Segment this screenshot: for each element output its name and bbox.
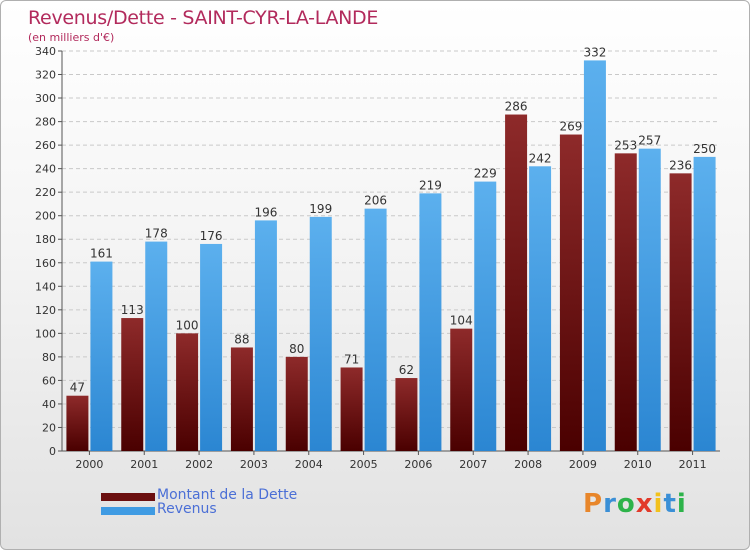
y-tick-label: 340 (35, 45, 56, 58)
data-label-revenus: 196 (254, 205, 277, 219)
data-label-revenus: 250 (693, 142, 716, 156)
y-tick-label: 320 (35, 69, 56, 82)
bar-revenus (474, 181, 497, 451)
bar-revenus (364, 208, 387, 451)
data-label-revenus: 242 (529, 151, 552, 165)
chart-subtitle: (en milliers d'€) (28, 31, 115, 44)
x-tick-label: 2009 (569, 458, 597, 471)
x-tick-label: 2006 (404, 458, 432, 471)
y-tick-label: 0 (49, 445, 56, 458)
data-label-revenus: 161 (90, 247, 113, 261)
data-label-revenus: 332 (583, 45, 606, 59)
x-tick-label: 2005 (350, 458, 378, 471)
bar-dette (66, 395, 89, 451)
bar-dette (121, 318, 144, 451)
y-tick-label: 300 (35, 92, 56, 105)
data-label-dette: 88 (234, 332, 249, 346)
bar-dette (285, 356, 308, 451)
legend-label-revenus: Revenus (157, 501, 217, 517)
y-tick-label: 240 (35, 163, 56, 176)
x-tick-label: 2000 (75, 458, 103, 471)
bar-revenus (90, 261, 113, 451)
proxiti-logo: Proxiti (583, 489, 687, 519)
data-label-dette: 71 (344, 352, 359, 366)
y-tick-label: 140 (35, 280, 56, 293)
y-tick-label: 260 (35, 139, 56, 152)
y-tick-label: 20 (42, 421, 56, 434)
bar-revenus (254, 220, 277, 451)
x-tick-label: 2001 (130, 458, 158, 471)
data-label-revenus: 199 (309, 202, 332, 216)
data-label-dette: 47 (70, 381, 85, 395)
bar-dette (505, 114, 528, 451)
data-label-revenus: 176 (200, 229, 223, 243)
bar-revenus (529, 166, 552, 451)
logo-letter: x (635, 489, 654, 519)
legend-swatch-revenus (101, 507, 155, 515)
bar-dette (614, 153, 637, 451)
logo-letter: P (583, 489, 604, 519)
data-label-revenus: 257 (638, 134, 661, 148)
data-label-dette: 104 (450, 314, 473, 328)
data-label-revenus: 206 (364, 194, 387, 208)
bar-revenus (309, 216, 332, 451)
x-tick-label: 2008 (514, 458, 542, 471)
data-label-dette: 62 (399, 363, 414, 377)
logo-letter: i (676, 489, 687, 519)
x-tick-label: 2003 (240, 458, 268, 471)
y-tick-label: 80 (42, 351, 56, 364)
data-label-dette: 286 (505, 100, 528, 114)
bar-dette (176, 333, 199, 451)
bar-revenus (693, 156, 716, 451)
data-label-dette: 269 (559, 120, 582, 134)
bar-revenus (145, 241, 168, 451)
logo-letter: o (616, 489, 636, 519)
x-tick-label: 2002 (185, 458, 213, 471)
data-label-revenus: 219 (419, 178, 442, 192)
legend-label-dette: Montant de la Dette (157, 487, 298, 503)
bar-dette (340, 367, 363, 451)
legend-swatch-dette (101, 493, 155, 501)
x-tick-label: 2010 (624, 458, 652, 471)
bar-revenus (419, 193, 442, 451)
x-tick-label: 2004 (295, 458, 323, 471)
y-tick-label: 180 (35, 233, 56, 246)
x-tick-label: 2007 (459, 458, 487, 471)
logo-letter: r (603, 489, 617, 519)
data-label-dette: 236 (669, 158, 692, 172)
bar-revenus (200, 243, 223, 451)
bar-dette (230, 347, 253, 451)
data-label-dette: 253 (614, 138, 637, 152)
y-tick-label: 160 (35, 257, 56, 270)
data-label-dette: 113 (121, 303, 144, 317)
bar-dette (450, 328, 473, 451)
y-tick-label: 200 (35, 210, 56, 223)
x-tick-label: 2011 (679, 458, 707, 471)
data-label-revenus: 178 (145, 227, 168, 241)
y-tick-label: 60 (42, 374, 56, 387)
y-tick-label: 40 (42, 398, 56, 411)
bar-dette (559, 134, 582, 451)
logo-letter: t (663, 489, 677, 519)
y-tick-label: 220 (35, 186, 56, 199)
bar-revenus (638, 148, 661, 451)
bar-dette (395, 378, 418, 451)
bar-dette (669, 173, 692, 451)
y-tick-label: 120 (35, 304, 56, 317)
chart-title: Revenus/Dette - SAINT-CYR-LA-LANDE (28, 7, 379, 29)
data-label-dette: 100 (176, 318, 199, 332)
logo-letter: i (653, 489, 664, 519)
y-tick-label: 100 (35, 327, 56, 340)
bar-revenus (583, 60, 606, 451)
y-tick-label: 280 (35, 116, 56, 129)
data-label-dette: 80 (289, 342, 304, 356)
data-label-revenus: 229 (474, 167, 497, 181)
